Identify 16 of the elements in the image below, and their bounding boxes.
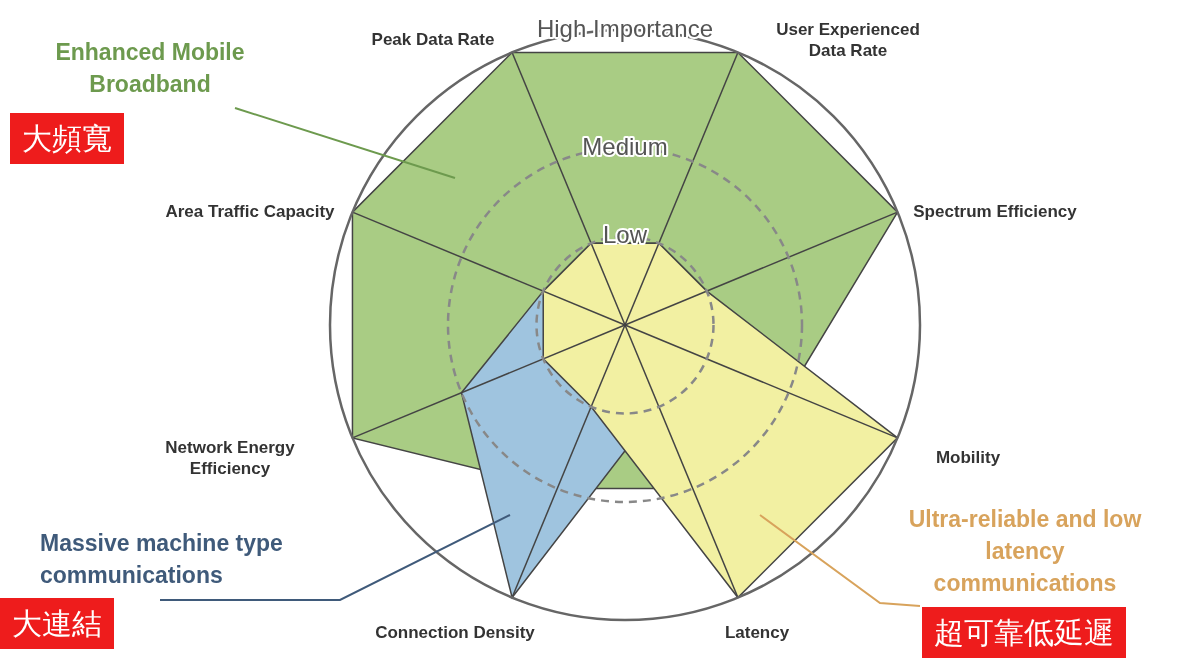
spoke-label: Mobility	[934, 447, 1002, 469]
spoke-label: Spectrum Efficiency	[912, 201, 1078, 223]
spoke-label: Connection Density	[374, 622, 536, 644]
spoke-label: User Experienced Data Rate	[775, 18, 921, 62]
spoke-label: Latency	[723, 622, 791, 644]
text: 大連結	[0, 598, 114, 649]
spoke-label: Area Traffic Capacity	[165, 201, 335, 223]
spoke-label: Network Energy Efficiency	[164, 436, 296, 480]
y-tick-label: Low	[602, 221, 648, 249]
text: 大頻寬	[10, 113, 124, 164]
y-tick-label: Medium	[582, 132, 668, 160]
text: Massive machine type communications	[40, 529, 284, 591]
text: Enhanced Mobile Broadband	[54, 38, 246, 100]
spoke-label: Peak Data Rate	[370, 29, 496, 51]
text: Ultra-reliable and low latency communications	[907, 505, 1143, 599]
text: 超可靠低延遲	[922, 607, 1126, 658]
